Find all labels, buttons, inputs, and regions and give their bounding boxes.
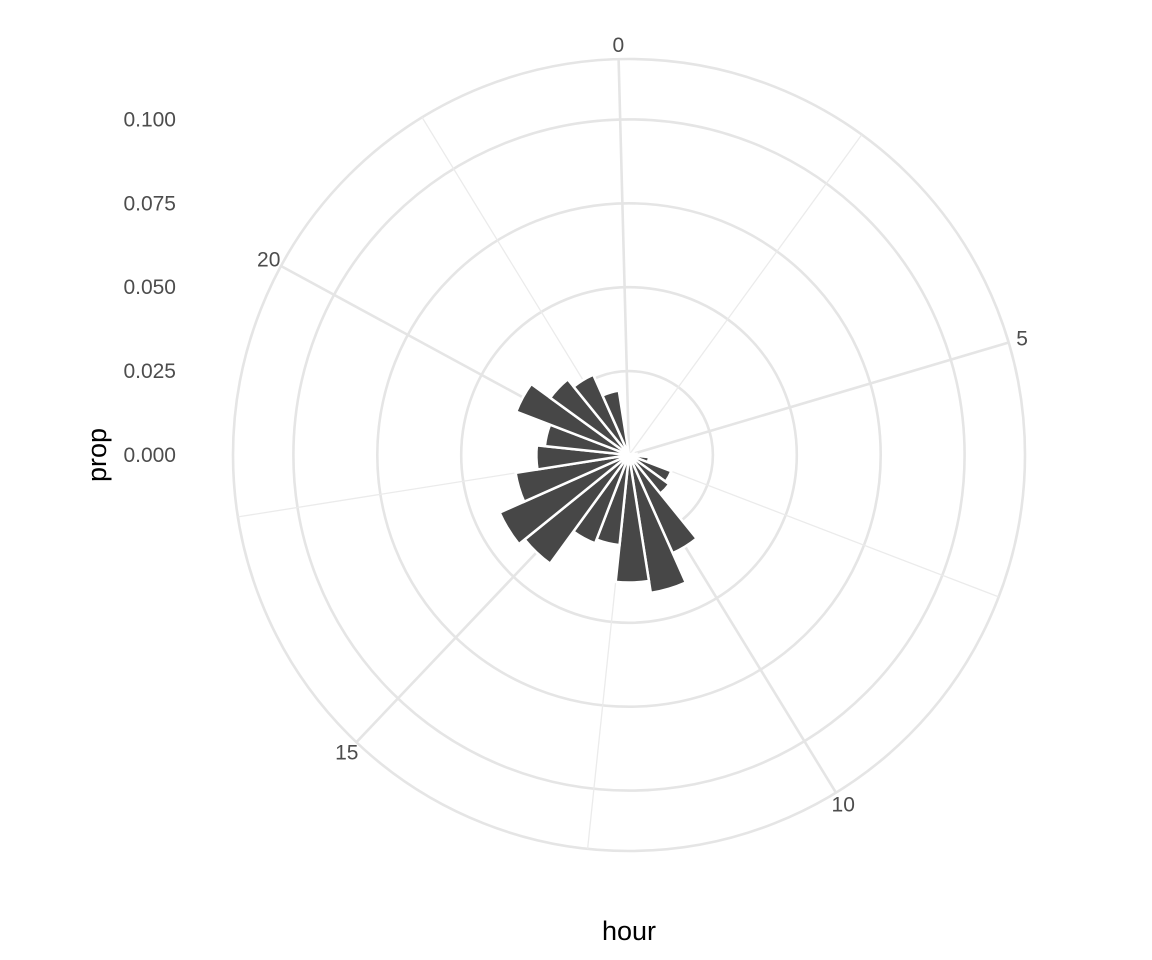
bar-hour-16 bbox=[497, 453, 630, 546]
bar-hour-11 bbox=[627, 454, 688, 595]
bar-hour-17 bbox=[514, 453, 630, 504]
y-tick-label: 0.075 bbox=[123, 192, 176, 215]
y-axis-title: prop bbox=[82, 428, 112, 482]
bar-hour-21 bbox=[548, 377, 630, 457]
grid-circle-outer bbox=[231, 57, 1027, 853]
grid-spoke-major bbox=[628, 341, 1010, 457]
x-tick-label: 15 bbox=[335, 741, 358, 764]
y-tick-label: 0.100 bbox=[123, 108, 176, 131]
hour-tick-labels: 0 5 10 15 20 bbox=[257, 34, 1028, 817]
grid-circle bbox=[459, 285, 799, 625]
grid-circle bbox=[375, 202, 882, 708]
bar-series bbox=[497, 373, 699, 595]
x-axis-title: hour bbox=[602, 916, 656, 946]
x-tick-label: 0 bbox=[612, 34, 624, 57]
grid-circle bbox=[292, 118, 966, 792]
y-tick-label: 0.000 bbox=[123, 444, 176, 467]
bar-hour-18 bbox=[535, 443, 630, 471]
grid-spoke-minor bbox=[628, 134, 863, 456]
bar-hour-22 bbox=[571, 373, 631, 456]
y-tick-label: 0.025 bbox=[123, 360, 176, 383]
bar-hour-20 bbox=[514, 382, 630, 457]
bar-hour-23 bbox=[600, 389, 631, 456]
grid-spoke-major bbox=[617, 59, 631, 456]
x-tick-label: 10 bbox=[832, 794, 855, 817]
x-tick-label: 20 bbox=[257, 248, 280, 271]
bar-hour-12 bbox=[614, 454, 651, 584]
grid-spoke-minor bbox=[628, 454, 999, 598]
y-tick-label: 0.050 bbox=[123, 276, 176, 299]
prop-tick-labels: 0.000 0.025 0.050 0.075 0.100 bbox=[123, 108, 176, 467]
x-tick-label: 5 bbox=[1016, 328, 1028, 351]
